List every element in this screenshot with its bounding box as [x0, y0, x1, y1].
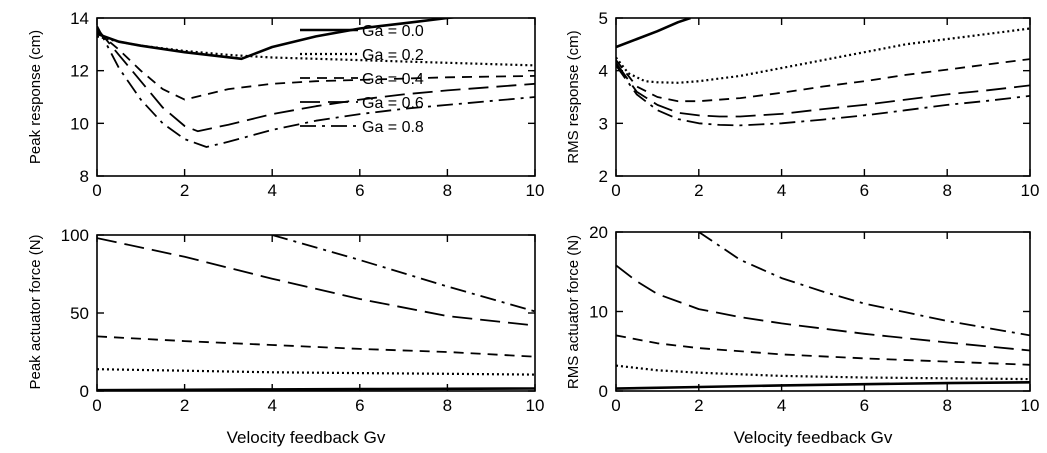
x-tick-label: 4 [777, 181, 786, 200]
x-tick-label: 4 [267, 396, 276, 415]
y-axis-label: Peak actuator force (N) [27, 234, 44, 389]
plot-frame [96, 17, 536, 177]
y-tick-label: 8 [80, 167, 89, 186]
y-tick-label: 10 [589, 303, 608, 322]
series-line-ga-0-2 [616, 364, 1030, 381]
legend-label: Ga = 0.6 [362, 95, 424, 112]
x-tick-label: 6 [860, 396, 869, 415]
series-line-ga-0-6 [616, 62, 1030, 118]
rms-actuator-force-panel: 0 2 4 6 8 10 0 10 20 RMS actuator force (N) Veloci… [565, 223, 1039, 447]
x-tick-label: 0 [611, 396, 620, 415]
x-tick-label: 0 [92, 181, 101, 200]
series-line-ga-0-0 [97, 18, 459, 61]
legend-label: Ga = 0.8 [362, 119, 424, 136]
plot-frame [615, 17, 1031, 177]
y-axis-label: RMS response (cm) [565, 30, 582, 163]
y-tick-label: 14 [70, 9, 89, 28]
x-tick-label: 4 [777, 396, 786, 415]
x-tick-label: 10 [1021, 396, 1040, 415]
peak-response-panel: 0 2 4 6 8 10 8 10 12 14 Peak response (cm) [27, 9, 544, 200]
y-tick-label: 20 [589, 223, 608, 242]
x-tick-label: 0 [611, 181, 620, 200]
y-tick-label: 4 [599, 62, 608, 81]
series-line-ga-0-0 [616, 381, 1030, 390]
x-tick-label: 8 [942, 396, 951, 415]
x-tick-label: 2 [180, 181, 189, 200]
series-line-ga-0-4 [97, 30, 535, 101]
series-group [616, 18, 1030, 127]
series-group [97, 18, 535, 148]
series-line-ga-0-8 [698, 232, 1030, 337]
y-tick-label: 50 [70, 304, 89, 323]
series-line-ga-0-8 [271, 235, 535, 313]
legend-label: Ga = 0.2 [362, 47, 424, 64]
series-line-ga-0-4 [616, 58, 1030, 103]
y-tick-label: 5 [599, 9, 608, 28]
y-tick-label: 12 [70, 62, 89, 81]
x-tick-label: 10 [1021, 181, 1040, 200]
series-line-ga-0-2 [97, 368, 535, 376]
series-line-ga-0-8 [616, 64, 1030, 127]
legend-label: Ga = 0.4 [362, 71, 424, 88]
x-tick-label: 2 [180, 396, 189, 415]
series-line-ga-0-4 [616, 334, 1030, 366]
series-line-ga-0-8 [97, 25, 535, 148]
x-axis-label: Velocity feedback Gv [227, 428, 386, 447]
series-group [97, 235, 535, 391]
x-tick-label: 8 [942, 181, 951, 200]
x-tick-label: 6 [860, 181, 869, 200]
series-line-ga-0-2 [97, 35, 535, 67]
x-tick-label: 4 [267, 181, 276, 200]
series-line-ga-0-0 [97, 387, 535, 391]
x-tick-label: 8 [443, 181, 452, 200]
y-tick-label: 2 [599, 167, 608, 186]
series-line-ga-0-4 [97, 335, 535, 358]
series-line-ga-0-6 [97, 27, 535, 133]
x-tick-label: 10 [526, 396, 545, 415]
y-axis-label: RMS actuator force (N) [565, 235, 582, 389]
plot-frame [615, 231, 1031, 392]
y-tick-label: 3 [599, 114, 608, 133]
y-tick-label: 100 [61, 226, 89, 245]
plot-frame [96, 234, 536, 392]
series-group [616, 232, 1030, 390]
y-axis-label: Peak response (cm) [27, 30, 44, 164]
x-tick-label: 6 [355, 396, 364, 415]
x-axis-label: Velocity feedback Gv [734, 428, 893, 447]
x-tick-label: 2 [694, 181, 703, 200]
x-tick-label: 8 [443, 396, 452, 415]
y-tick-label: 10 [70, 114, 89, 133]
series-line-ga-0-6 [616, 264, 1030, 352]
x-tick-label: 2 [694, 396, 703, 415]
y-tick-label: 0 [80, 382, 89, 401]
y-tick-label: 0 [599, 382, 608, 401]
x-tick-label: 6 [355, 181, 364, 200]
legend-label: Ga = 0.0 [362, 23, 424, 40]
series-line-ga-0-2 [616, 27, 1030, 84]
x-tick-label: 0 [92, 396, 101, 415]
series-line-ga-0-0 [616, 18, 691, 49]
series-line-ga-0-6 [97, 237, 535, 327]
legend: Ga = 0.0 Ga = 0.2 Ga = 0.4 Ga = 0.6 Ga = 0.8 [300, 23, 424, 136]
x-tick-label: 10 [526, 181, 545, 200]
